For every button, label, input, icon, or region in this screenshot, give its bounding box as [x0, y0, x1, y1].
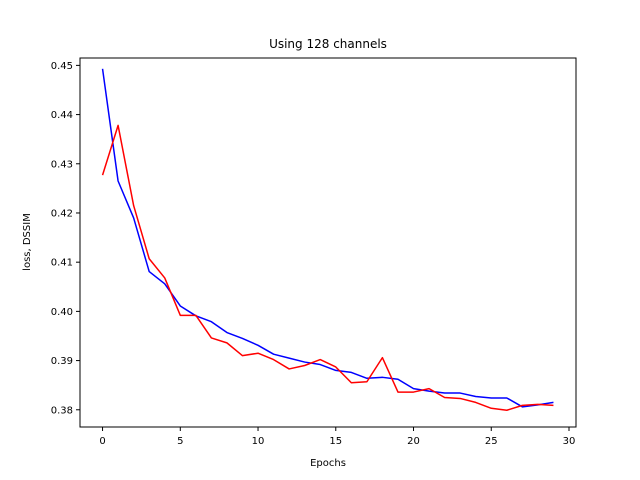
x-axis-label: Epochs: [310, 458, 346, 469]
y-tick-label: 0.42: [51, 208, 73, 219]
y-tick-label: 0.43: [51, 159, 73, 170]
y-tick-label: 0.45: [51, 61, 73, 72]
series-line-0: [101, 68, 554, 408]
x-tick-label: 5: [177, 436, 183, 447]
y-tick-label: 0.44: [51, 110, 73, 121]
x-tick-label: 25: [485, 436, 498, 447]
y-axis-label: loss, DSSIM: [22, 213, 33, 271]
chart-title: Using 128 channels: [269, 37, 387, 51]
x-axis-ticks: 0 5 10 15 20 25 30: [99, 427, 575, 447]
y-tick-label: 0.38: [51, 405, 73, 416]
series-layer: [101, 68, 554, 412]
x-tick-label: 20: [407, 436, 420, 447]
y-tick-label: 0.41: [51, 258, 73, 269]
plot-area: [80, 58, 576, 427]
x-tick-label: 15: [329, 436, 342, 447]
y-tick-label: 0.40: [51, 307, 73, 318]
series-line-1: [101, 124, 554, 412]
x-tick-label: 30: [563, 436, 576, 447]
plot-frame: [79, 57, 577, 428]
y-axis-ticks: 0.38 0.39 0.40 0.41 0.42 0.43 0.44 0.45: [51, 61, 80, 416]
x-tick-label: 0: [99, 436, 105, 447]
y-tick-label: 0.39: [51, 356, 73, 367]
x-tick-label: 10: [252, 436, 265, 447]
